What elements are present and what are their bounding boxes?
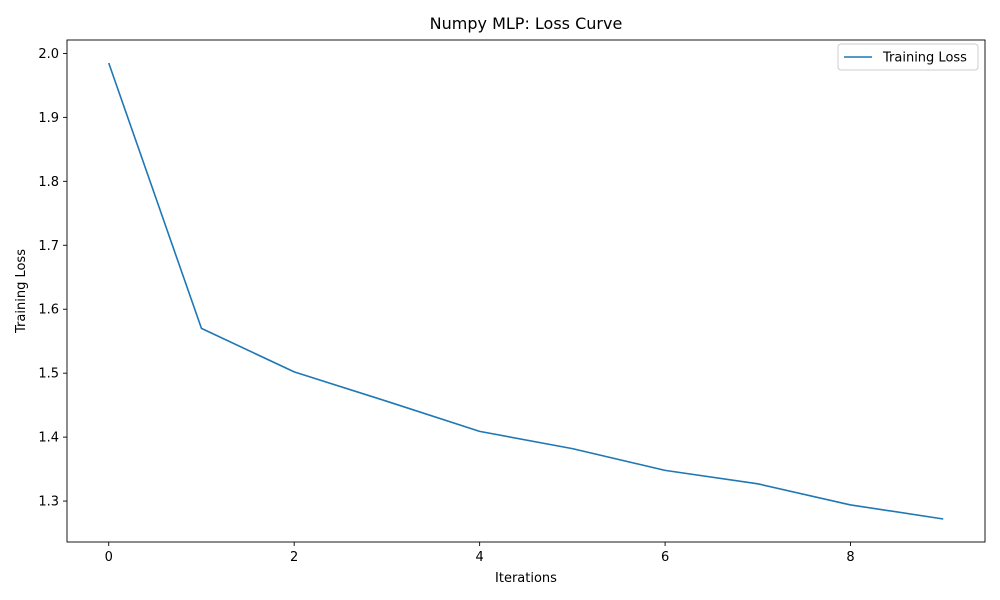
y-tick-label: 1.9 <box>38 111 59 126</box>
y-tick-label: 1.5 <box>38 367 59 382</box>
legend-box <box>837 43 979 71</box>
axes-frame <box>66 39 986 543</box>
y-tick-label: 1.3 <box>38 495 59 510</box>
legend-label-training-loss: Training Loss <box>882 51 967 66</box>
x-tick-label: 8 <box>846 550 854 565</box>
legend: Training Loss <box>837 43 979 71</box>
x-tick-label: 0 <box>105 550 113 565</box>
x-tick-label: 4 <box>475 550 483 565</box>
plot-area: 0 2 4 6 8 1.3 1.4 1.5 1.6 1.7 1.8 1.9 2.0 <box>38 39 986 565</box>
y-tick-label: 1.7 <box>38 239 59 254</box>
x-tick-label: 6 <box>661 550 669 565</box>
y-tick-label: 1.6 <box>38 303 59 318</box>
y-axis-label: Training Loss <box>14 249 29 334</box>
y-tick-label: 1.8 <box>38 175 59 190</box>
x-tick-label: 2 <box>290 550 298 565</box>
x-axis-label: Iterations <box>495 571 557 586</box>
chart-title: Numpy MLP: Loss Curve <box>430 14 623 33</box>
y-tick-label: 2.0 <box>38 47 59 62</box>
series-line-0 <box>107 62 944 520</box>
y-tick-label: 1.4 <box>38 431 59 446</box>
